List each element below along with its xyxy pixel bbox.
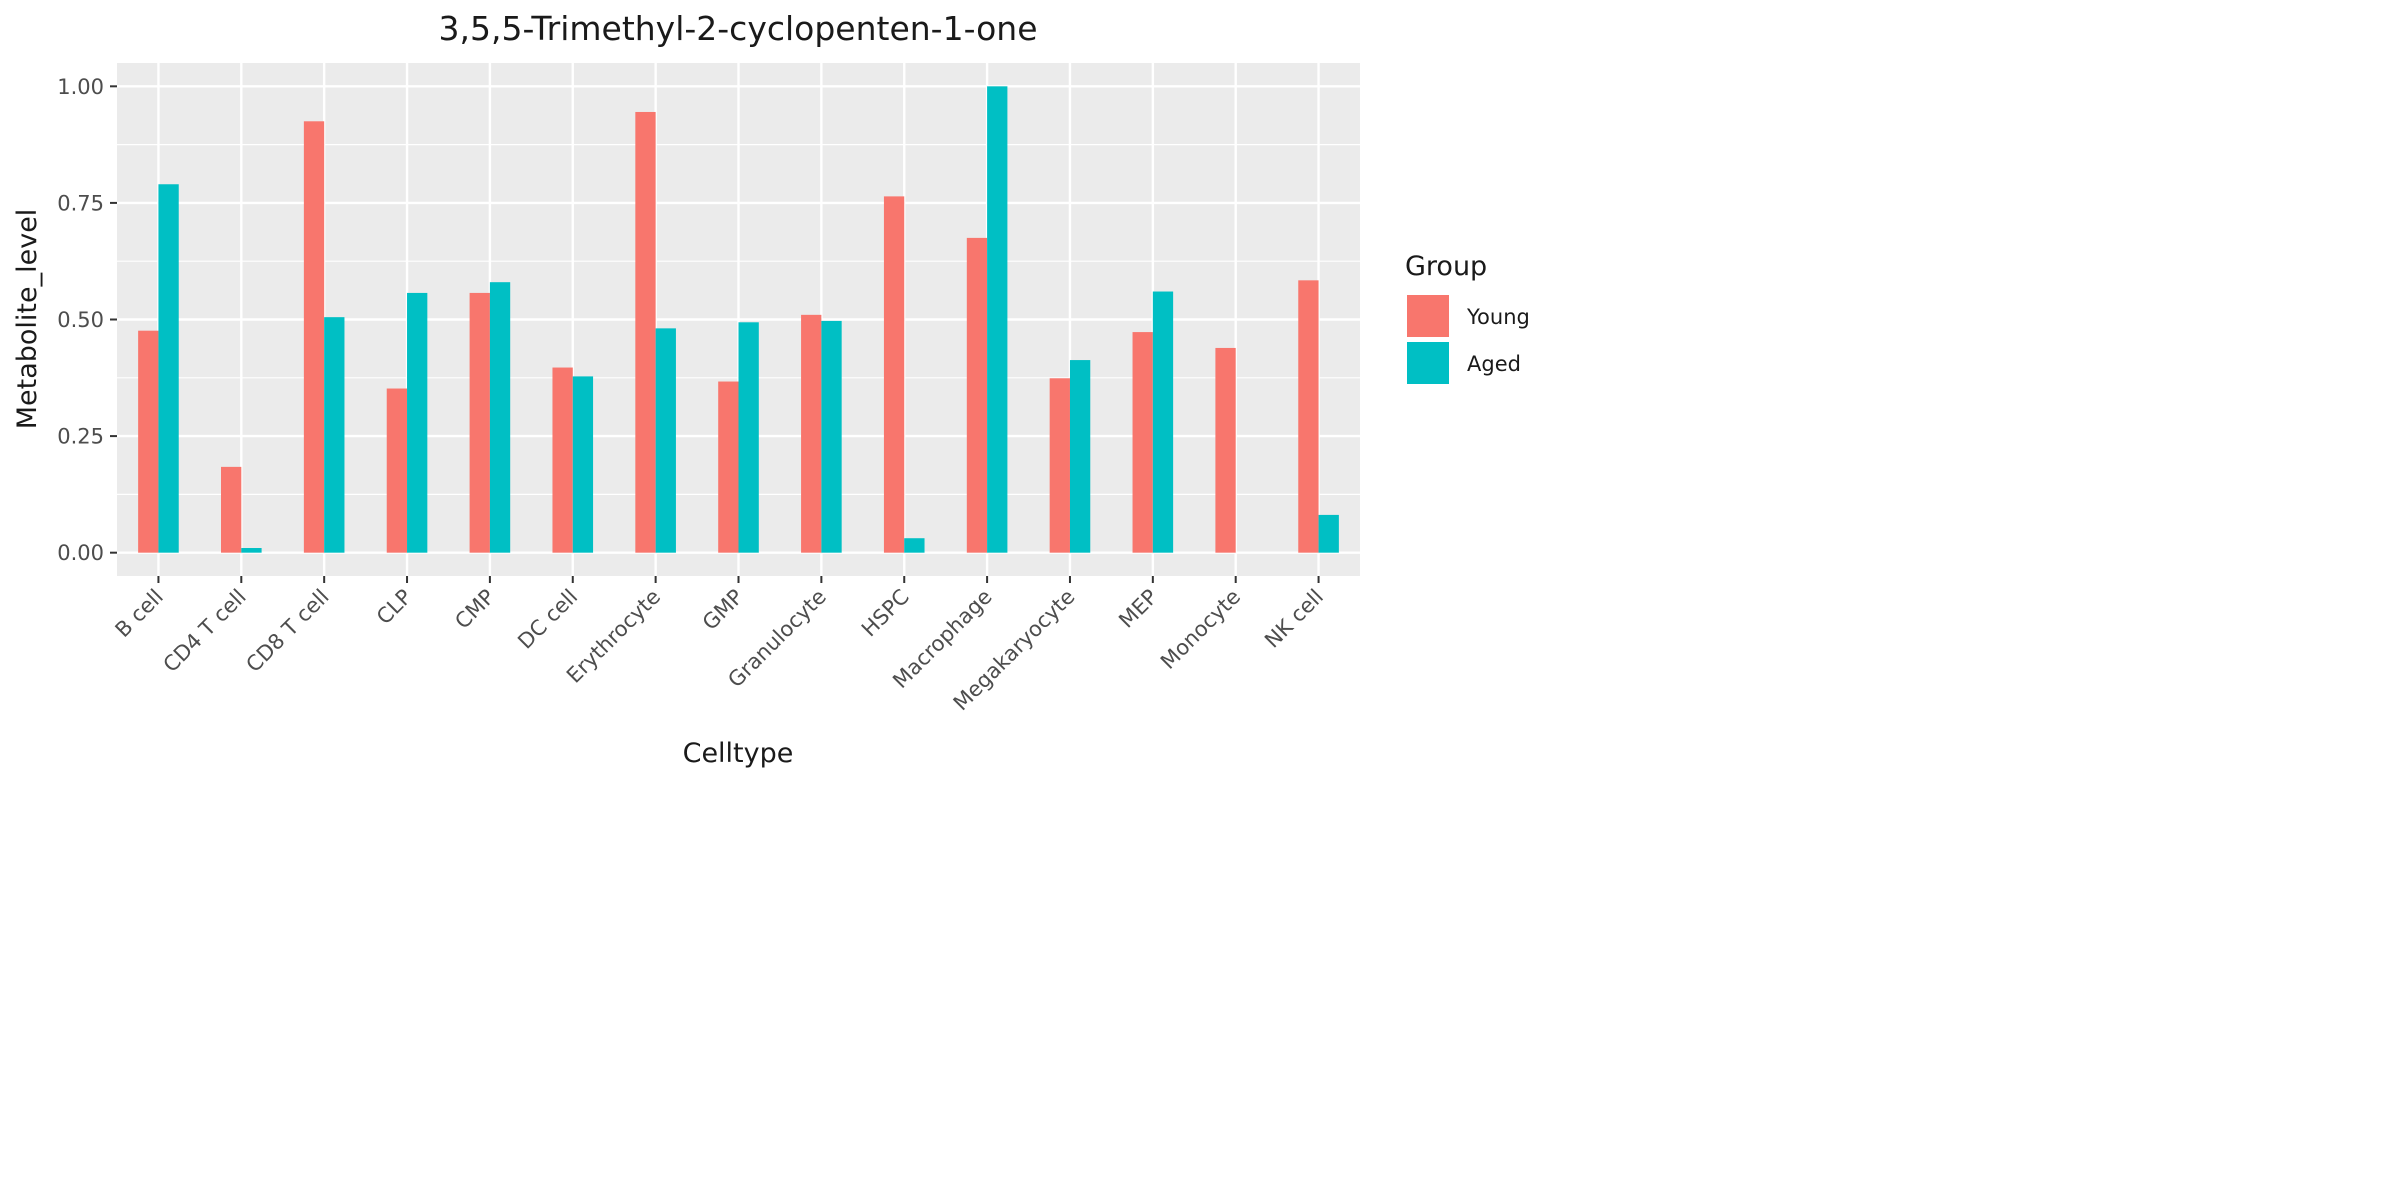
legend-key xyxy=(1407,342,1449,384)
x-tick-label: GMP xyxy=(698,585,748,635)
x-tick-label: CLP xyxy=(372,585,417,630)
x-tick-label: B cell xyxy=(111,585,168,642)
bar xyxy=(1298,280,1319,553)
bar xyxy=(303,121,325,553)
bar xyxy=(324,317,345,553)
bar xyxy=(883,196,905,553)
y-tick-label: 0.50 xyxy=(57,308,104,332)
bar xyxy=(469,292,490,553)
x-tick-label: NK cell xyxy=(1260,585,1328,653)
x-axis-title: Celltype xyxy=(683,738,794,769)
legend-label: Young xyxy=(1466,305,1530,329)
y-axis-title: Metabolite_level xyxy=(12,209,43,430)
bar xyxy=(987,86,1008,553)
bar xyxy=(489,282,511,553)
bar xyxy=(1318,514,1339,553)
bar xyxy=(158,184,179,553)
bar xyxy=(221,466,242,553)
legend-title: Group xyxy=(1405,251,1487,282)
bar xyxy=(966,237,988,553)
y-tick-label: 1.00 xyxy=(57,75,104,99)
x-tick-label: MEP xyxy=(1114,585,1162,633)
bar xyxy=(572,376,594,553)
bar xyxy=(738,322,759,553)
bar xyxy=(801,314,822,553)
bar xyxy=(386,388,408,553)
bar xyxy=(821,320,842,553)
bar xyxy=(138,330,159,553)
x-tick-label: DC cell xyxy=(513,585,582,654)
bar xyxy=(1152,291,1174,553)
bar xyxy=(1215,347,1236,553)
bar xyxy=(1132,332,1153,553)
x-tick-label: CD4 T cell xyxy=(159,585,251,677)
bar xyxy=(655,328,676,553)
y-tick-label: 0.25 xyxy=(57,425,104,449)
bar xyxy=(718,381,739,553)
x-tick-label: Monocyte xyxy=(1156,585,1245,674)
bar xyxy=(241,548,262,553)
legend: Group Young Aged xyxy=(1405,251,1530,384)
bar xyxy=(407,292,428,553)
legend-key xyxy=(1407,295,1449,337)
y-axis: 0.00 0.25 0.50 0.75 1.00 xyxy=(57,75,117,565)
chart-title: 3,5,5-Trimethyl-2-cyclopenten-1-one xyxy=(438,9,1037,48)
x-tick-label: CMP xyxy=(450,585,499,634)
x-tick-label: CD8 T cell xyxy=(241,585,333,677)
bar xyxy=(1069,360,1091,553)
legend-label: Aged xyxy=(1467,352,1521,376)
bar xyxy=(904,538,925,553)
bars xyxy=(138,86,1339,553)
bar xyxy=(635,111,656,553)
bar xyxy=(1049,378,1070,553)
chart: 3,5,5-Trimethyl-2-cyclopenten-1-one 0.00… xyxy=(12,9,1530,769)
bar xyxy=(552,367,573,553)
y-tick-label: 0.00 xyxy=(57,541,104,565)
x-tick-label: HSPC xyxy=(857,585,914,642)
y-tick-label: 0.75 xyxy=(57,191,104,215)
